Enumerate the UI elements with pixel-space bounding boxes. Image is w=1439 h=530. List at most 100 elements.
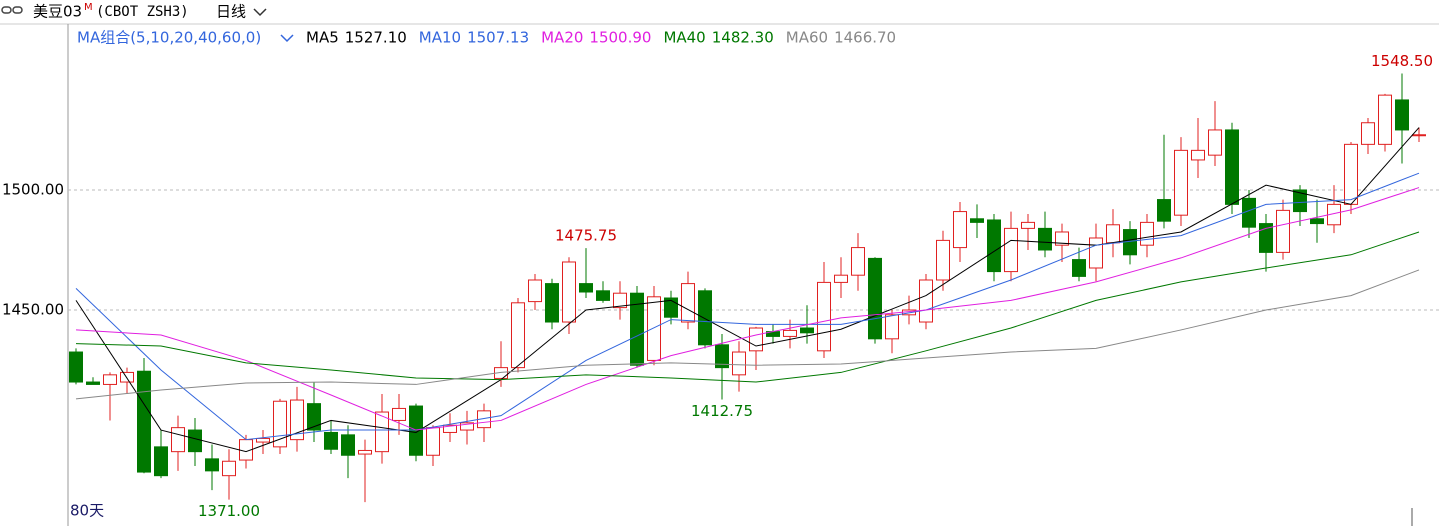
candle-body <box>1395 99 1409 131</box>
extreme-label: 1475.75 <box>555 227 617 245</box>
candle-body <box>205 458 219 472</box>
candle-body <box>919 279 933 323</box>
candle-body <box>885 314 899 340</box>
extreme-label: 1412.75 <box>691 402 753 420</box>
candle-body <box>579 283 593 293</box>
legend-name: MA5 <box>306 29 339 47</box>
candle-body <box>1089 237 1103 269</box>
candle-body <box>1310 218 1324 225</box>
candle-body <box>103 374 117 385</box>
title: 美豆03 <box>33 3 82 21</box>
candle-body <box>1378 94 1392 145</box>
candle-body <box>715 344 729 369</box>
candle-body <box>681 283 695 323</box>
candle-body <box>596 290 610 301</box>
extreme-label: 1371.00 <box>198 502 260 520</box>
candle-body <box>256 437 270 443</box>
candle-body <box>953 211 967 249</box>
legend-name: MA60 <box>786 29 828 47</box>
candle-body <box>1208 129 1222 156</box>
candle-body <box>341 434 355 456</box>
candle-body <box>613 292 627 309</box>
period-dropdown[interactable] <box>253 8 267 17</box>
candle-body <box>137 370 151 473</box>
candle-body <box>171 427 185 453</box>
candle-body <box>698 290 712 346</box>
period-count: 80天 <box>70 502 104 520</box>
candle-body <box>664 297 678 318</box>
candle-body <box>409 405 423 456</box>
candle-body <box>817 281 831 352</box>
candle-body <box>749 327 763 352</box>
period[interactable]: 日线 <box>216 3 246 21</box>
candle-body <box>1021 221 1035 229</box>
legend-name: MA40 <box>663 29 705 47</box>
ma-line <box>75 231 1420 383</box>
legend-name: MA10 <box>419 29 461 47</box>
y-tick-label: 1500.00 <box>2 180 64 198</box>
candle-body <box>562 261 576 323</box>
candle-body <box>511 302 525 369</box>
candle-body <box>1276 209 1290 253</box>
candle-body <box>545 283 559 323</box>
legend-value: 1500.90 <box>589 29 651 47</box>
candle-body <box>358 449 372 455</box>
legend-value: 1482.30 <box>712 29 774 47</box>
ma-line <box>75 127 1420 453</box>
candle-body <box>1174 149 1188 216</box>
title-sup: M <box>84 2 93 13</box>
y-tick-label: 1450.00 <box>2 301 64 319</box>
candle-body <box>120 371 134 383</box>
candle-body <box>86 381 100 385</box>
candle-body <box>1106 224 1120 244</box>
candle-body <box>1004 227 1018 273</box>
candle-body <box>732 351 746 376</box>
candle-body <box>936 239 950 281</box>
candle-body <box>1038 227 1052 251</box>
candle-body <box>392 407 406 421</box>
candle-body <box>528 279 542 303</box>
link-icon[interactable] <box>1 6 23 14</box>
ma-group[interactable]: MA组合(5,10,20,40,60,0) <box>77 29 261 47</box>
symbol: (CBOT ZSH3) <box>96 4 189 20</box>
legend-name: MA20 <box>541 29 583 47</box>
legend-value: 1466.70 <box>834 29 896 47</box>
candle-body <box>1412 134 1426 137</box>
candle-body <box>1072 259 1086 277</box>
candle-body <box>868 257 882 340</box>
ma-dropdown[interactable] <box>280 34 294 43</box>
ma-line <box>75 172 1420 441</box>
candle-body <box>460 422 474 431</box>
candle-body <box>800 327 814 334</box>
candle-body <box>307 403 321 431</box>
candle-body <box>1259 223 1273 253</box>
extreme-label: 1548.50 <box>1371 52 1433 70</box>
candle-body <box>290 399 304 441</box>
candle-body <box>647 296 661 361</box>
candle-body <box>1140 221 1154 246</box>
candle-body <box>188 429 202 453</box>
candle-body <box>1055 231 1069 246</box>
candle-body <box>1293 189 1307 213</box>
candle-body <box>324 431 338 450</box>
candle-body <box>834 274 848 283</box>
candle-body <box>1361 122 1375 145</box>
candle-body <box>1157 199 1171 222</box>
candle-body <box>375 411 389 453</box>
candle-body <box>851 247 865 276</box>
candle-body <box>1191 149 1205 161</box>
candle-body <box>154 446 168 477</box>
candle-body <box>1344 143 1358 205</box>
candle-body <box>69 351 83 383</box>
candle-body <box>222 460 236 477</box>
candle-body <box>987 219 1001 273</box>
candle-body <box>1225 129 1239 205</box>
ma-line <box>75 187 1420 431</box>
ma-line <box>75 269 1420 400</box>
candle-body <box>970 218 984 223</box>
legend-value: 1507.13 <box>467 29 529 47</box>
candle-body <box>443 424 457 433</box>
candle-body <box>783 329 797 337</box>
